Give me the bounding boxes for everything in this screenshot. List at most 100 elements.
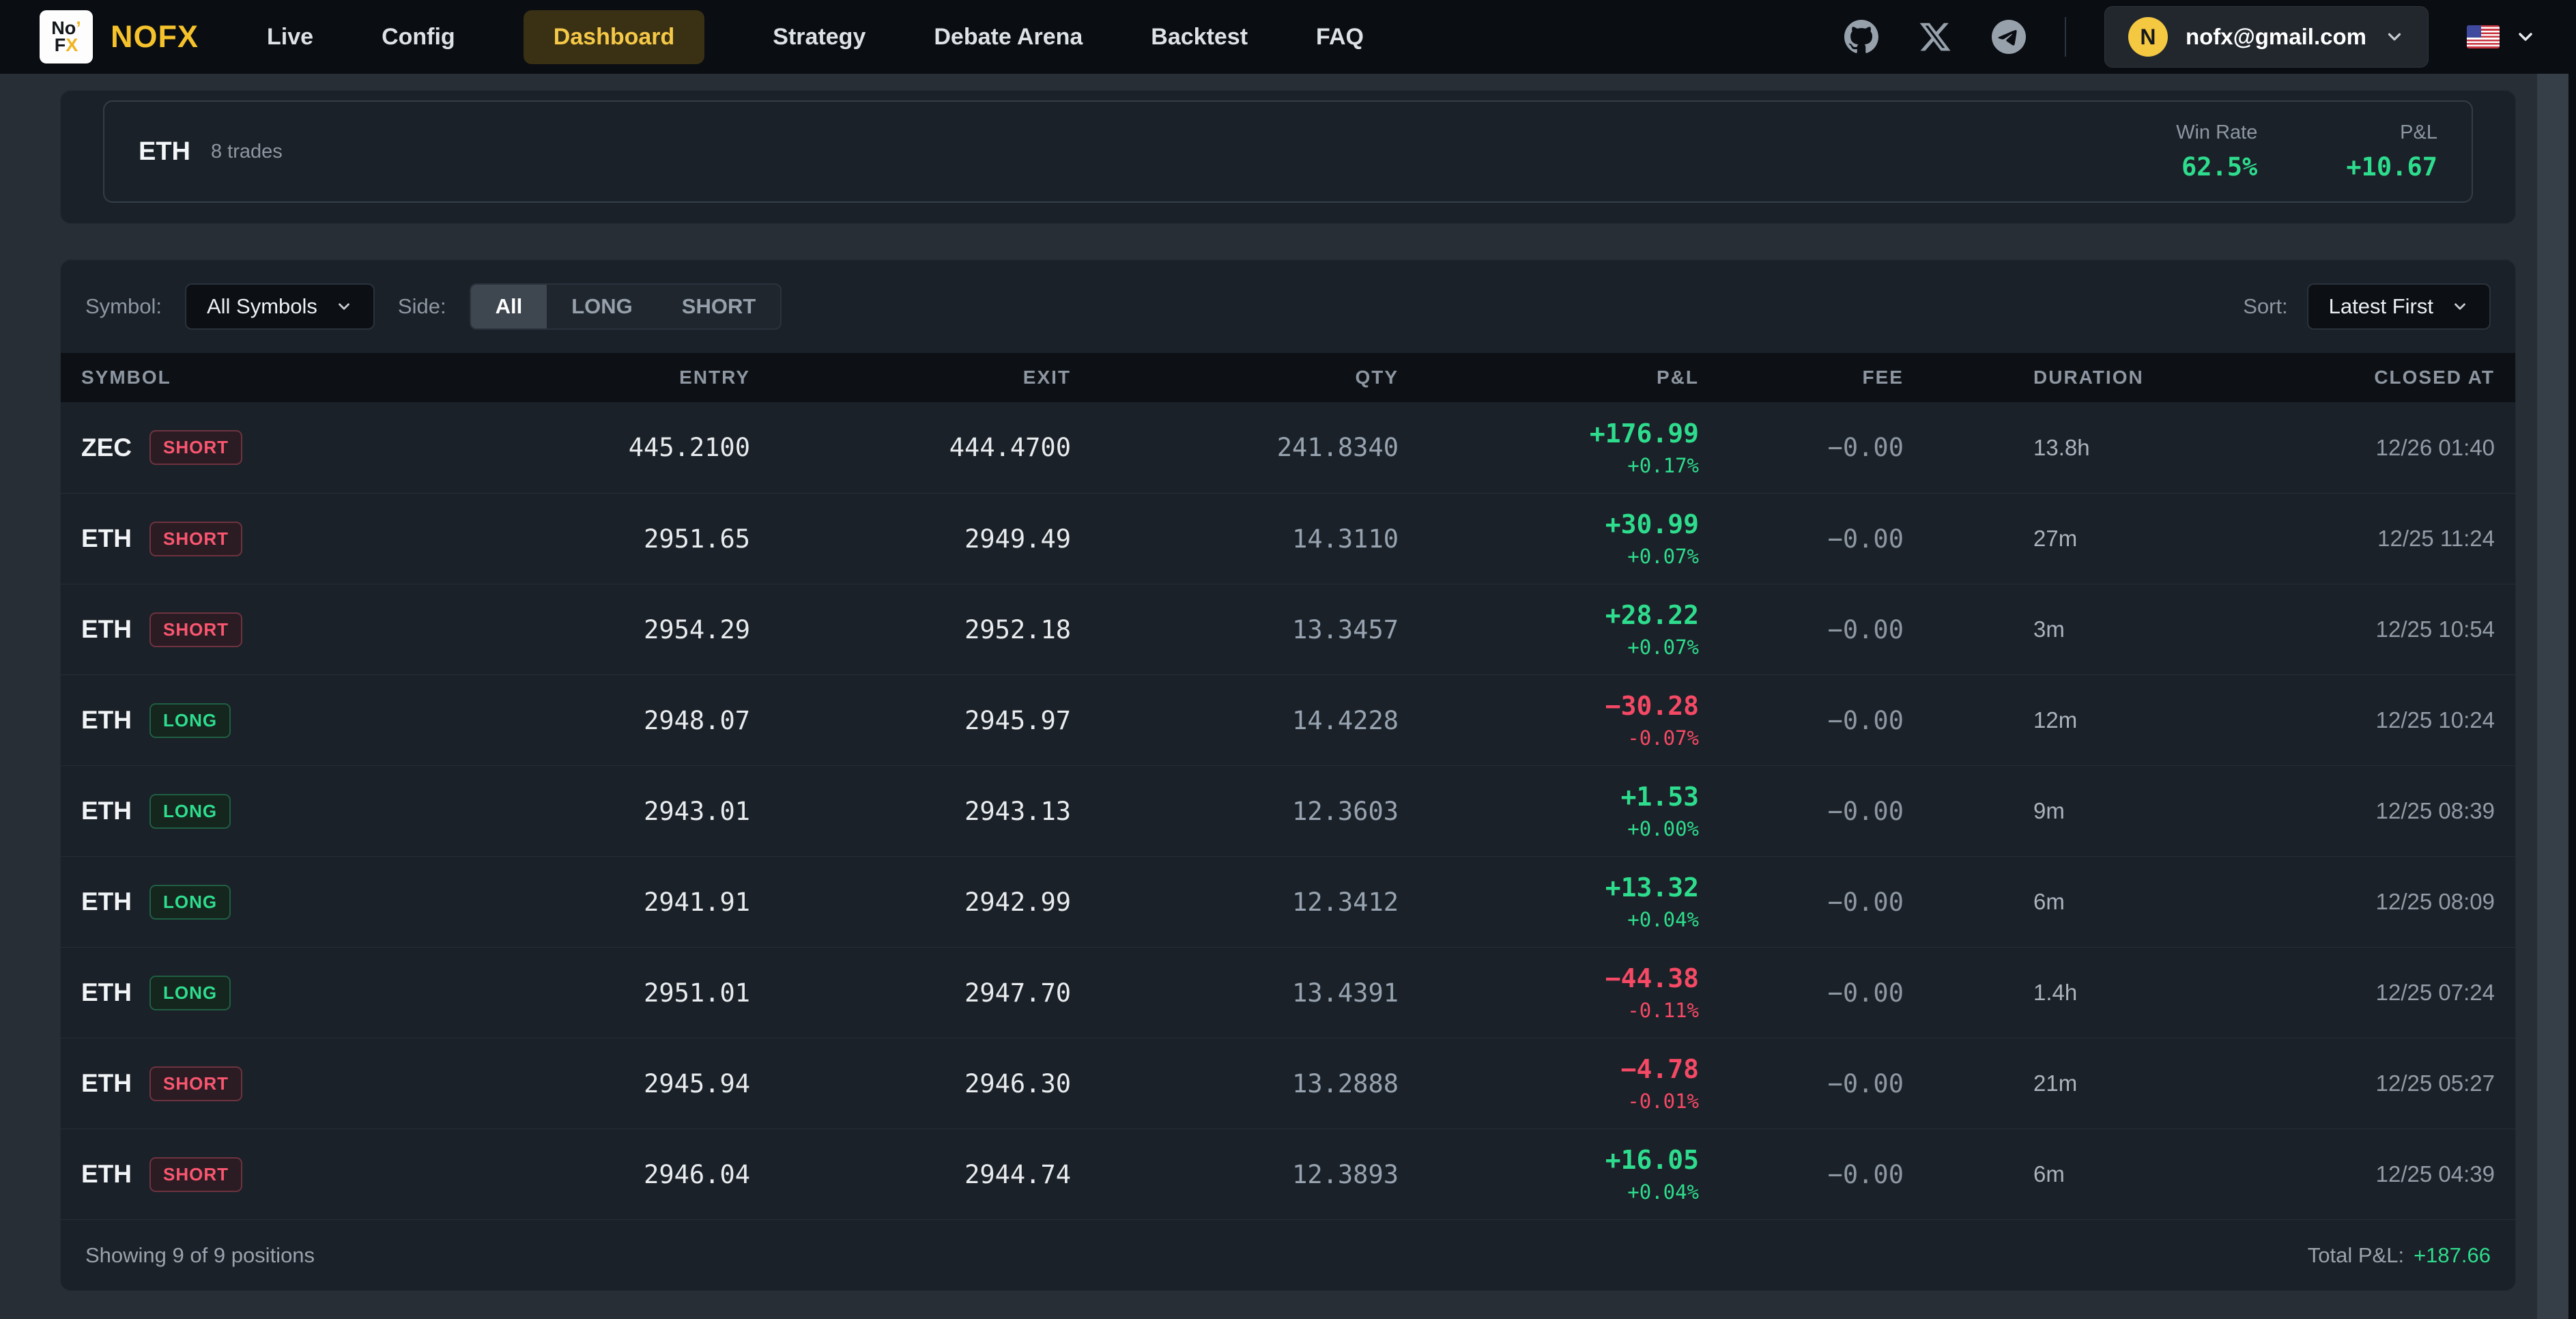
scrollbar-thumb[interactable]: [2537, 74, 2568, 1319]
row-pnl: +16.05: [1605, 1145, 1699, 1175]
table-row[interactable]: ETH SHORT 2945.94 2946.30 13.2888 −4.78 …: [61, 1038, 2515, 1129]
row-fee: −0.00: [1726, 1160, 1931, 1189]
pnl-cell: −44.38 -0.11%: [1426, 963, 1726, 1022]
row-qty: 12.3893: [1098, 1160, 1426, 1189]
table-row[interactable]: ETH LONG 2941.91 2942.99 12.3412 +13.32 …: [61, 856, 2515, 947]
row-duration: 6m: [1931, 1161, 2245, 1187]
symbol-filter-label: Symbol:: [85, 294, 162, 319]
scrollbar-track[interactable]: [2568, 74, 2576, 1319]
table-row[interactable]: ZEC SHORT 445.2100 444.4700 241.8340 +17…: [61, 402, 2515, 493]
side-filter-label: Side:: [398, 294, 446, 319]
row-fee: −0.00: [1726, 615, 1931, 644]
row-pnl-percent: +0.07%: [1627, 636, 1699, 659]
row-pnl: −30.28: [1605, 691, 1699, 721]
row-fee: −0.00: [1726, 888, 1931, 917]
row-fee: −0.00: [1726, 433, 1931, 462]
table-row[interactable]: ETH LONG 2951.01 2947.70 13.4391 −44.38 …: [61, 947, 2515, 1038]
row-exit: 444.4700: [777, 433, 1098, 462]
side-option-all[interactable]: All: [471, 285, 547, 328]
chevron-down-icon: [2515, 26, 2536, 48]
row-entry: 445.2100: [463, 433, 777, 462]
symbol-filter-select[interactable]: All Symbols: [185, 283, 375, 330]
nav-item-faq[interactable]: FAQ: [1316, 24, 1364, 51]
nofx-logo-icon[interactable]: No’ FX: [40, 10, 93, 63]
positions-count: Showing 9 of 9 positions: [85, 1243, 315, 1268]
x-twitter-icon[interactable]: [1917, 19, 1953, 55]
language-selector[interactable]: [2467, 25, 2536, 48]
row-pnl-percent: -0.07%: [1627, 726, 1699, 750]
row-entry: 2945.94: [463, 1069, 777, 1098]
row-entry: 2946.04: [463, 1160, 777, 1189]
col-closed-at: CLOSED AT: [2245, 367, 2495, 388]
row-exit: 2945.97: [777, 706, 1098, 735]
row-pnl-percent: -0.01%: [1627, 1090, 1699, 1113]
row-qty: 241.8340: [1098, 433, 1426, 462]
side-badge: SHORT: [149, 1157, 242, 1192]
side-option-long[interactable]: LONG: [547, 285, 657, 328]
top-nav: No’ FX NOFX Live Config Dashboard Strate…: [0, 0, 2576, 74]
sort-select[interactable]: Latest First: [2307, 283, 2491, 330]
nav-links: Live Config Dashboard Strategy Debate Ar…: [267, 10, 1364, 64]
avatar: N: [2128, 17, 2168, 57]
row-fee: −0.00: [1726, 524, 1931, 554]
nav-item-live[interactable]: Live: [267, 24, 313, 51]
sort-label: Sort:: [2243, 294, 2287, 319]
pnl-cell: +13.32 +0.04%: [1426, 873, 1726, 931]
col-entry: ENTRY: [463, 367, 777, 388]
telegram-icon[interactable]: [1991, 19, 2027, 55]
side-badge: LONG: [149, 703, 231, 738]
row-duration: 21m: [1931, 1070, 2245, 1096]
pnl-cell: +1.53 +0.00%: [1426, 782, 1726, 840]
pnl-cell: +30.99 +0.07%: [1426, 509, 1726, 568]
row-pnl-percent: -0.11%: [1627, 999, 1699, 1022]
nav-item-backtest[interactable]: Backtest: [1151, 24, 1248, 51]
table-row[interactable]: ETH SHORT 2954.29 2952.18 13.3457 +28.22…: [61, 584, 2515, 675]
row-qty: 13.4391: [1098, 978, 1426, 1008]
win-rate-label: Win Rate: [2176, 122, 2257, 144]
table-row[interactable]: ETH SHORT 2951.65 2949.49 14.3110 +30.99…: [61, 493, 2515, 584]
nav-item-strategy[interactable]: Strategy: [773, 24, 865, 51]
brand-title[interactable]: NOFX: [111, 19, 199, 55]
row-pnl: +1.53: [1621, 782, 1699, 812]
row-exit: 2944.74: [777, 1160, 1098, 1189]
account-email: nofx@gmail.com: [2186, 24, 2366, 50]
row-fee: −0.00: [1726, 797, 1931, 826]
chevron-down-icon: [335, 298, 353, 315]
side-option-short[interactable]: SHORT: [657, 285, 781, 328]
pnl-cell: +16.05 +0.04%: [1426, 1145, 1726, 1204]
sort-value: Latest First: [2329, 294, 2433, 319]
table-header: SYMBOL ENTRY EXIT QTY P&L FEE DURATION C…: [61, 353, 2515, 402]
github-icon[interactable]: [1844, 19, 1879, 55]
row-pnl: +13.32: [1605, 873, 1699, 903]
pnl-cell: +28.22 +0.07%: [1426, 600, 1726, 659]
row-closed-at: 12/25 05:27: [2245, 1070, 2495, 1096]
table-row[interactable]: ETH LONG 2948.07 2945.97 14.4228 −30.28 …: [61, 675, 2515, 765]
row-qty: 12.3603: [1098, 797, 1426, 826]
row-symbol: ETH: [81, 978, 132, 1007]
divider: [2065, 17, 2066, 57]
col-exit: EXIT: [777, 367, 1098, 388]
table-row[interactable]: ETH LONG 2943.01 2943.13 12.3603 +1.53 +…: [61, 765, 2515, 856]
row-duration: 13.8h: [1931, 435, 2245, 461]
summary-row-eth[interactable]: ETH 8 trades Win Rate 62.5% P&L +10.67: [103, 100, 2473, 203]
nav-item-dashboard[interactable]: Dashboard: [524, 10, 705, 64]
row-duration: 3m: [1931, 616, 2245, 642]
side-filter-segmented: All LONG SHORT: [470, 283, 782, 330]
table-row[interactable]: ETH SHORT 2946.04 2944.74 12.3893 +16.05…: [61, 1129, 2515, 1219]
nav-item-debate-arena[interactable]: Debate Arena: [934, 24, 1083, 51]
row-pnl-percent: +0.07%: [1627, 545, 1699, 568]
row-qty: 12.3412: [1098, 888, 1426, 917]
account-menu-button[interactable]: N nofx@gmail.com: [2104, 6, 2429, 68]
row-pnl: +28.22: [1605, 600, 1699, 630]
row-symbol: ETH: [81, 1069, 132, 1098]
side-badge: LONG: [149, 794, 231, 829]
filter-bar: Symbol: All Symbols Side: All LONG SHORT…: [61, 260, 2515, 353]
nav-item-config[interactable]: Config: [382, 24, 455, 51]
row-qty: 14.3110: [1098, 524, 1426, 554]
col-pnl: P&L: [1426, 367, 1726, 388]
col-fee: FEE: [1726, 367, 1931, 388]
row-pnl: +176.99: [1590, 419, 1699, 449]
row-exit: 2946.30: [777, 1069, 1098, 1098]
row-qty: 14.4228: [1098, 706, 1426, 735]
row-pnl: −4.78: [1621, 1054, 1699, 1084]
